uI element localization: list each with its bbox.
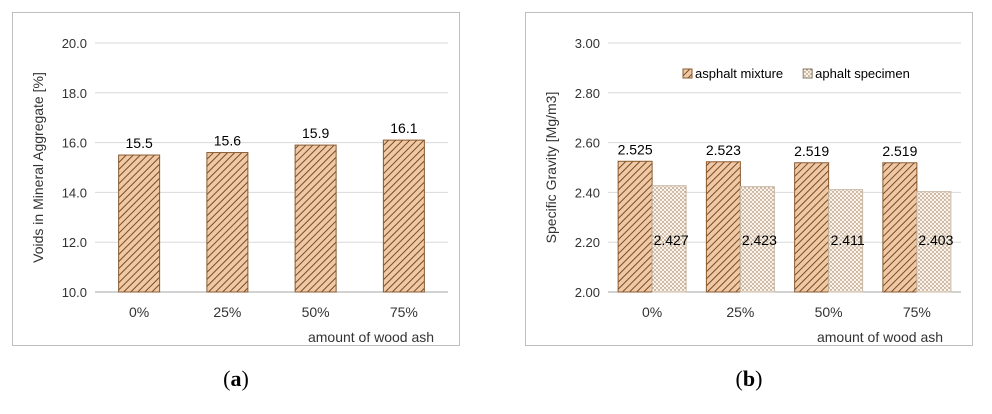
y-tick-label: 20.0 (62, 36, 87, 51)
y-tick-label: 2.00 (575, 285, 600, 300)
x-tick-label: 25% (726, 304, 754, 320)
bar-value-50pct (294, 144, 337, 293)
y-axis-title: Specific Gravity [Mg/m3] (543, 92, 559, 244)
data-label: 2.525 (618, 141, 653, 157)
chart-panel-a: 10.0 12.0 14.0 16.0 18.0 20.0 15.5 0% 15.6 25% 15.… (12, 12, 460, 346)
bar-aphalt-specimen-50pct (828, 189, 864, 293)
y-tick-label: 10.0 (62, 285, 87, 300)
y-tick-label: 2.40 (575, 185, 600, 200)
bar-asphalt-mixture-0pct (617, 160, 653, 293)
x-tick-label: 50% (815, 304, 843, 320)
x-tick-label: 0% (642, 304, 662, 320)
vma-chart: 10.0 12.0 14.0 16.0 18.0 20.0 15.5 0% 15.6 25% 15.… (30, 36, 448, 345)
caption-a: (a) (223, 366, 249, 391)
y-axis-title: Voids in Mineral Aggregate [%] (30, 72, 46, 263)
data-label: 16.1 (390, 120, 417, 136)
specific-gravity-chart: 2.00 2.20 2.40 2.60 2.80 3.00 2.525 2.427 0% 2.52… (543, 36, 961, 345)
y-tick-label: 18.0 (62, 86, 87, 101)
data-label: 2.523 (706, 142, 741, 158)
x-axis-title: amount of wood ash (817, 329, 943, 345)
y-tick-label: 14.0 (62, 185, 87, 200)
bar-value-0pct (118, 154, 161, 293)
legend-label: aphalt specimen (815, 66, 910, 81)
legend-swatch (682, 68, 693, 79)
y-tick-label: 2.60 (575, 136, 600, 151)
x-tick-label: 0% (129, 304, 149, 320)
data-label: 2.403 (918, 232, 953, 248)
bar-aphalt-specimen-25pct (739, 186, 775, 293)
bar-asphalt-mixture-75pct (882, 162, 918, 293)
bar-aphalt-specimen-75pct (916, 191, 952, 293)
y-tick-label: 2.20 (575, 235, 600, 250)
y-tick-label: 3.00 (575, 36, 600, 51)
y-tick-label: 2.80 (575, 86, 600, 101)
x-tick-label: 50% (302, 304, 330, 320)
data-label: 2.427 (654, 232, 689, 248)
chart-panel-b: 2.00 2.20 2.40 2.60 2.80 3.00 2.525 2.427 0% 2.52… (525, 12, 973, 346)
data-label: 15.6 (214, 133, 241, 149)
data-label: 15.5 (126, 135, 153, 151)
caption-b: (b) (735, 366, 763, 391)
bar-value-25pct (206, 152, 249, 293)
x-tick-label: 25% (213, 304, 241, 320)
bar-aphalt-specimen-0pct (651, 185, 687, 293)
y-tick-label: 12.0 (62, 235, 87, 250)
bar-asphalt-mixture-50pct (794, 162, 830, 293)
data-label: 2.423 (742, 232, 777, 248)
data-label: 2.411 (831, 232, 865, 248)
data-label: 15.9 (302, 125, 329, 141)
bar-asphalt-mixture-25pct (705, 161, 741, 293)
bar-value-75pct (382, 139, 425, 293)
x-tick-label: 75% (903, 304, 931, 320)
x-axis-title: amount of wood ash (308, 329, 434, 345)
x-tick-label: 75% (390, 304, 418, 320)
legend-swatch (802, 68, 813, 79)
y-tick-label: 16.0 (62, 136, 87, 151)
data-label: 2.519 (882, 143, 917, 159)
data-label: 2.519 (794, 143, 829, 159)
legend-label: asphalt mixture (695, 66, 783, 81)
